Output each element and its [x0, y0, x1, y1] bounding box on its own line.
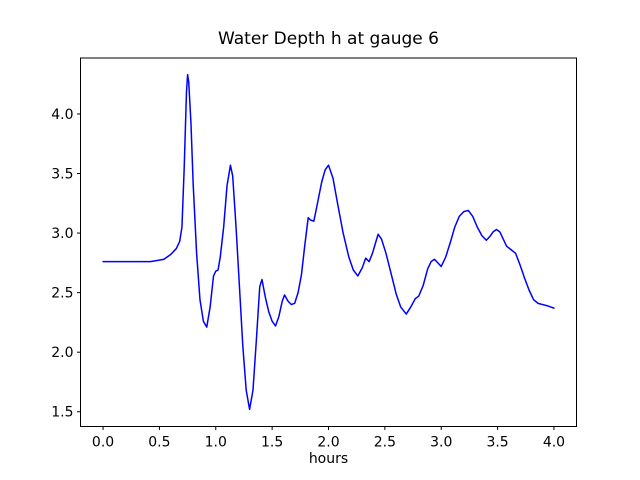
x-tick-label: 0.0: [92, 435, 114, 451]
y-tick-label: 2.0: [51, 345, 73, 361]
x-axis-label: hours: [309, 451, 348, 467]
data-line-group: [102, 73, 555, 411]
axes-frame: [80, 57, 577, 427]
x-tick-label: 4.0: [543, 435, 565, 451]
x-tick-label: 0.5: [148, 435, 170, 451]
x-tick-label: 3.5: [486, 435, 508, 451]
x-tick-label: 1.5: [261, 435, 283, 451]
y-tick-label: 1.5: [51, 405, 73, 421]
x-tick-label: 1.0: [205, 435, 227, 451]
x-tick-label: 2.0: [317, 435, 339, 451]
y-tick-label: 3.5: [51, 167, 73, 183]
chart-title: Water Depth h at gauge 6: [218, 29, 439, 49]
data-line: [102, 73, 555, 411]
x-ticks-group: 0.0 0.5 1.0 1.5 2.0 2.5 3.0 3.5 4.0: [92, 426, 565, 451]
x-tick-label: 3.0: [430, 435, 452, 451]
y-tick-label: 3.0: [51, 226, 73, 242]
y-tick-label: 4.0: [51, 107, 73, 123]
x-tick-label: 2.5: [374, 435, 396, 451]
y-tick-label: 2.5: [51, 286, 73, 302]
y-ticks-group: 1.5 2.0 2.5 3.0 3.5 4.0: [51, 107, 81, 421]
